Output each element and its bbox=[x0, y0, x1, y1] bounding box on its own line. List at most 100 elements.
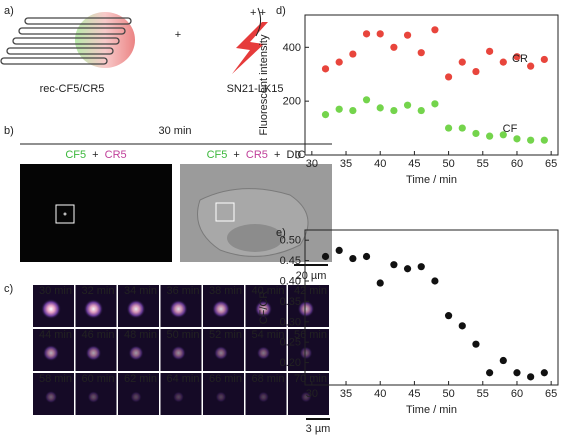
y-axis-title: Fluorescent intensity bbox=[258, 34, 270, 135]
point bbox=[444, 73, 453, 81]
x-tick-label: 60 bbox=[511, 388, 523, 400]
x-axis-title: Time / min bbox=[406, 404, 457, 416]
point bbox=[444, 124, 453, 132]
cell-spot bbox=[299, 346, 313, 360]
point bbox=[376, 104, 384, 112]
y-tick-label: 0.25 bbox=[280, 337, 301, 349]
nucleus bbox=[227, 224, 283, 252]
cell-spot bbox=[215, 391, 227, 403]
cell-spot bbox=[212, 300, 230, 318]
frame-time: 68 min bbox=[251, 373, 284, 385]
cell-spot bbox=[42, 344, 60, 362]
series-label: CF bbox=[503, 123, 518, 135]
channel: CR5 bbox=[246, 149, 268, 161]
plus-sign: + bbox=[274, 149, 280, 161]
y-tick-label: 0.35 bbox=[280, 296, 301, 308]
point bbox=[403, 265, 412, 273]
plot-frame bbox=[304, 14, 559, 156]
y-tick-label: 0.45 bbox=[280, 255, 301, 267]
y-tick-label: 0.40 bbox=[280, 275, 301, 287]
frame-time: 32 min bbox=[81, 285, 114, 297]
charts: 30 35 40 45 50 55 60 65 0 200 400 Time / min Fluores… bbox=[258, 14, 559, 416]
cell-spot bbox=[41, 299, 61, 319]
frame-time: 36 min bbox=[166, 285, 199, 297]
cell-spot bbox=[130, 391, 142, 403]
x-tick-label: 35 bbox=[340, 158, 352, 170]
point bbox=[321, 111, 330, 119]
point bbox=[321, 252, 330, 261]
point bbox=[362, 252, 371, 261]
y-tick-label: 0.30 bbox=[280, 316, 301, 328]
point bbox=[349, 50, 357, 58]
cell-spot bbox=[85, 345, 102, 361]
point bbox=[321, 65, 330, 73]
x-tick-label: 30 bbox=[306, 158, 318, 170]
frame-time: 58 min bbox=[39, 373, 72, 385]
x-tick-label: 55 bbox=[477, 388, 489, 400]
cell-spot bbox=[214, 346, 228, 360]
point bbox=[458, 58, 466, 66]
point bbox=[513, 135, 521, 143]
scale-bar-label: 3 µm bbox=[306, 423, 331, 435]
point bbox=[362, 96, 371, 104]
point bbox=[376, 30, 384, 38]
point bbox=[390, 43, 398, 51]
point bbox=[527, 373, 535, 381]
frame-time: 64 min bbox=[166, 373, 199, 385]
point bbox=[417, 106, 425, 115]
frame-time: 40 min bbox=[251, 285, 284, 297]
cell-spot bbox=[44, 390, 58, 404]
point bbox=[376, 279, 384, 287]
cell-spot bbox=[63, 212, 67, 216]
point bbox=[540, 136, 548, 144]
roi-box bbox=[215, 202, 235, 222]
roi-box bbox=[55, 204, 75, 224]
cell-spot bbox=[300, 391, 312, 403]
point bbox=[458, 322, 466, 330]
cell-spot bbox=[87, 391, 100, 403]
point bbox=[444, 312, 453, 320]
cell-spot bbox=[83, 299, 104, 319]
panel-label: b) bbox=[4, 125, 14, 137]
x-tick-label: 50 bbox=[442, 158, 454, 170]
scheme-label: SN21-LK15 bbox=[227, 83, 284, 95]
plus-sign: + bbox=[92, 149, 98, 161]
point bbox=[417, 49, 425, 57]
channel: CF5 bbox=[65, 149, 86, 161]
cell-spot bbox=[258, 391, 269, 403]
channel: CF5 bbox=[207, 149, 228, 161]
point bbox=[335, 105, 343, 113]
point bbox=[472, 129, 480, 138]
frame-time: 38 min bbox=[209, 285, 242, 297]
point bbox=[458, 124, 466, 132]
point bbox=[486, 132, 494, 140]
time-lapse: 30 min 32 min 34 min 36 min 38 min 40 min 42 m… bbox=[33, 285, 329, 415]
panel-label: d) bbox=[276, 5, 286, 17]
x-axis-title: Time / min bbox=[406, 174, 457, 186]
x-tick-label: 55 bbox=[477, 158, 489, 170]
cell-spot bbox=[254, 300, 273, 318]
x-tick-label: 40 bbox=[374, 388, 386, 400]
frame-time: 54 min bbox=[251, 329, 284, 341]
x-tick-label: 30 bbox=[306, 388, 318, 400]
cell-spot bbox=[128, 345, 144, 361]
point bbox=[335, 58, 343, 66]
point bbox=[486, 47, 494, 55]
frame-time: 46 min bbox=[81, 329, 114, 341]
channel: CR5 bbox=[105, 149, 127, 161]
point bbox=[390, 261, 398, 269]
y-tick-label: 0.50 bbox=[280, 235, 301, 247]
frame-time: 70 min bbox=[294, 373, 327, 385]
point bbox=[349, 254, 357, 263]
point bbox=[527, 62, 535, 70]
channel: DIC bbox=[286, 149, 305, 161]
x-tick-label: 40 bbox=[374, 158, 386, 170]
time-label: 30 min bbox=[158, 125, 191, 137]
point bbox=[431, 277, 439, 285]
x-tick-label: 65 bbox=[545, 388, 557, 400]
panel-label: a) bbox=[4, 5, 14, 17]
point bbox=[403, 101, 412, 109]
panel-label: e) bbox=[276, 227, 286, 239]
point bbox=[403, 31, 412, 39]
